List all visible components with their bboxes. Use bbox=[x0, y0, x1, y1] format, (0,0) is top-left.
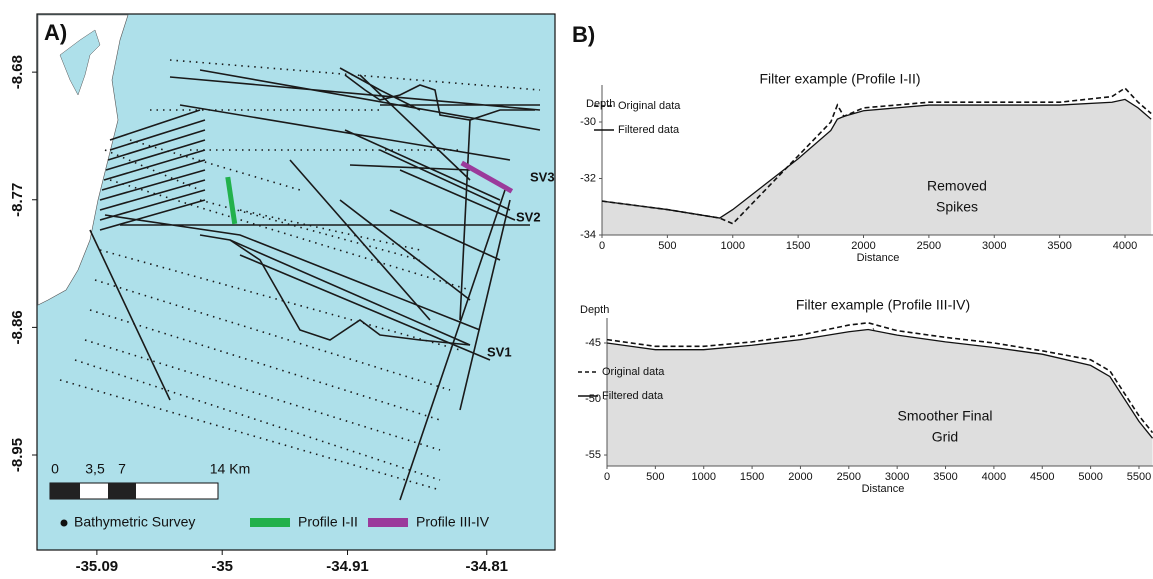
x-tick-label: 500 bbox=[658, 240, 676, 252]
legend-swatch bbox=[250, 518, 290, 527]
x-tick-label: 4000 bbox=[982, 471, 1006, 483]
scale-label: 0 bbox=[51, 461, 59, 477]
x-tick-label: -35.09 bbox=[76, 558, 119, 575]
panel-label: A) bbox=[44, 20, 67, 45]
scale-bar-segment bbox=[50, 483, 80, 499]
scale-label: 7 bbox=[118, 461, 126, 477]
panel-label: B) bbox=[572, 22, 595, 47]
scale-bar-segment bbox=[108, 483, 136, 499]
site-label: SV2 bbox=[516, 209, 541, 224]
x-tick-label: 0 bbox=[604, 471, 610, 483]
scale-label: 3,5 bbox=[85, 461, 105, 477]
legend-label: Profile I-II bbox=[298, 514, 358, 530]
legend-label: Filtered data bbox=[618, 124, 680, 136]
x-tick-label: -34.91 bbox=[326, 558, 369, 575]
y-axis-label: Depth bbox=[580, 304, 609, 316]
x-tick-label: 3000 bbox=[982, 240, 1006, 252]
annotation: Grid bbox=[932, 429, 958, 445]
x-tick-label: 0 bbox=[599, 240, 605, 252]
chart-title: Filter example (Profile III-IV) bbox=[796, 297, 970, 313]
x-tick-label: 1500 bbox=[786, 240, 810, 252]
area-fill bbox=[602, 99, 1152, 236]
y-tick-label: -8.77 bbox=[9, 183, 26, 217]
x-tick-label: 1500 bbox=[740, 471, 764, 483]
y-tick-label: -34 bbox=[580, 229, 596, 241]
annotation: Removed bbox=[927, 178, 987, 194]
x-tick-label: 5500 bbox=[1127, 471, 1151, 483]
x-tick-label: 2500 bbox=[837, 471, 861, 483]
profile-line bbox=[460, 160, 514, 194]
x-axis-label: Distance bbox=[862, 483, 905, 495]
y-tick-label: -30 bbox=[580, 116, 596, 128]
profile-curve bbox=[601, 87, 1152, 225]
y-tick-label: -45 bbox=[585, 337, 601, 349]
legend-label: Profile III-IV bbox=[416, 514, 490, 530]
scale-label: 14 Km bbox=[210, 461, 250, 477]
annotation: Smoother Final bbox=[898, 408, 993, 424]
x-tick-label: 2500 bbox=[917, 240, 941, 252]
profile-line bbox=[225, 176, 238, 225]
x-tick-label: 2000 bbox=[851, 240, 875, 252]
x-tick-label: 1000 bbox=[691, 471, 715, 483]
y-tick-label: -8.95 bbox=[9, 438, 26, 472]
legend-label: Original data bbox=[602, 366, 665, 378]
chart-title: Filter example (Profile I-II) bbox=[759, 71, 920, 87]
x-tick-label: -34.81 bbox=[465, 558, 508, 575]
x-tick-label: 5000 bbox=[1078, 471, 1102, 483]
x-tick-label: 3500 bbox=[1047, 240, 1071, 252]
legend-swatch bbox=[368, 518, 408, 527]
survey-tracks bbox=[59, 59, 541, 501]
x-tick-label: 4500 bbox=[1030, 471, 1054, 483]
y-tick-label: -55 bbox=[585, 449, 601, 461]
y-tick-label: -8.86 bbox=[9, 310, 26, 344]
x-tick-label: 500 bbox=[646, 471, 664, 483]
legend-marker bbox=[60, 519, 68, 527]
y-tick-label: -32 bbox=[580, 172, 596, 184]
coast bbox=[37, 14, 129, 306]
legend-label: Filtered data bbox=[602, 390, 664, 402]
legend-label: Original data bbox=[618, 100, 681, 112]
annotation: Spikes bbox=[936, 199, 978, 215]
profile-curve bbox=[601, 98, 1152, 219]
profile-curve bbox=[606, 322, 1153, 434]
x-tick-label: 3500 bbox=[933, 471, 957, 483]
x-tick-label: -35 bbox=[211, 558, 233, 575]
site-label: SV3 bbox=[530, 169, 555, 184]
area-fill bbox=[607, 329, 1153, 466]
site-label: SV1 bbox=[487, 344, 512, 359]
x-tick-label: 1000 bbox=[721, 240, 745, 252]
x-tick-label: 3000 bbox=[885, 471, 909, 483]
x-tick-label: 2000 bbox=[788, 471, 812, 483]
y-axis-label: Depth bbox=[586, 98, 615, 110]
x-axis-label: Distance bbox=[857, 252, 900, 264]
x-tick-label: 4000 bbox=[1113, 240, 1137, 252]
map-panel bbox=[36, 13, 556, 551]
estuary bbox=[59, 29, 101, 96]
legend-label: Bathymetric Survey bbox=[74, 514, 195, 530]
profile-curve bbox=[606, 328, 1153, 439]
y-tick-label: -8.68 bbox=[9, 55, 26, 89]
y-tick-label: -50 bbox=[585, 393, 601, 405]
